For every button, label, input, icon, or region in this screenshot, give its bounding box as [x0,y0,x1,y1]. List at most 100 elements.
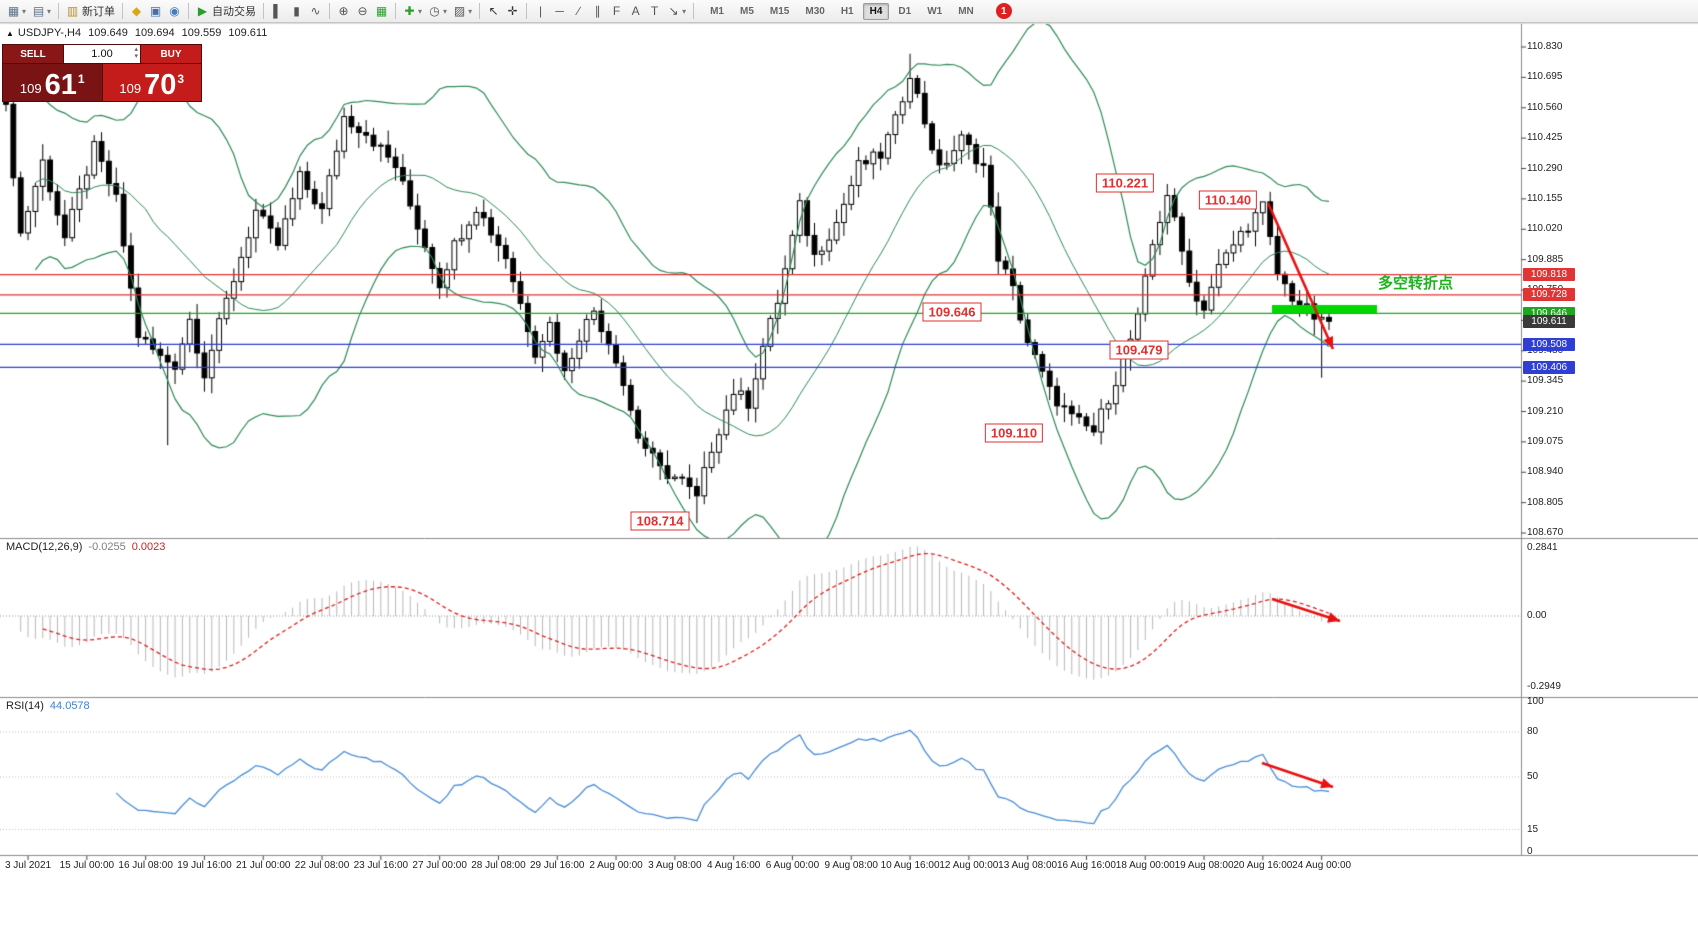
toolbar-divider [122,3,124,19]
sell-price-prefix: 109 [19,81,42,96]
volume-spinner[interactable]: ▴ ▾ [134,46,138,60]
text-icon[interactable]: A [626,2,645,21]
price-tick-label: 109.885 [1527,253,1564,265]
chevron-down-icon[interactable]: ▾ [22,6,27,16]
time-tick-label: 27 Jul 00:00 [412,860,467,871]
timeframe-w1[interactable]: W1 [927,5,943,17]
fibonacci-icon[interactable]: F [607,2,626,21]
timeframe-h4[interactable]: H4 [862,2,890,20]
timeframe-m15[interactable]: M15 [769,5,790,17]
trendline-icon-glyph: ∕ [577,4,580,18]
indicators-add-icon[interactable]: ✚ ▾ [400,2,425,21]
price-annotation: 109.110 [984,423,1044,443]
metaeditor-icon[interactable]: ◆ [127,2,146,21]
new-order-button[interactable]: ▥ 新订单 [63,2,118,21]
trendline-icon[interactable]: ∕ [569,2,588,21]
symbol-period: USDJPY-,H4 [17,27,82,39]
zoom-out-icon[interactable]: ⊖ [353,2,372,21]
metaeditor-icon-glyph: ◆ [131,4,142,18]
time-tick-label: 12 Aug 00:00 [939,860,999,871]
time-tick-label: 21 Jul 00:00 [236,860,291,871]
volume-input[interactable]: 1.00 ▴ ▾ [64,45,140,63]
periods-clock-icon-glyph: ◷ [429,4,440,18]
price-level-box: 109.406 [1523,360,1575,374]
time-tick-label: 6 Aug 00:00 [765,860,820,871]
zoom-in-icon-glyph: ⊕ [338,4,349,18]
new-chart-icon[interactable]: ▦ ▾ [4,2,29,21]
toolbar-divider [58,3,60,19]
time-tick-label: 29 Jul 16:00 [530,860,585,871]
spinner-up-icon[interactable]: ▴ [134,46,138,53]
macd-value-signal: 0.0023 [131,541,166,553]
time-tick-label: 16 Aug 16:00 [1056,860,1116,871]
chart-profiles-icon-glyph: ▤ [32,4,45,18]
price-annotation: 109.646 [922,302,982,322]
time-tick-label: 28 Jul 08:00 [471,860,526,871]
templates-icon[interactable]: ▨ ▾ [450,2,475,21]
rsi-axis-label: 50 [1527,771,1539,782]
label-icon[interactable]: T [645,2,664,21]
buy-price-button[interactable]: 109 70 3 [102,64,201,101]
macd-axis-label: 0.00 [1527,610,1547,621]
time-tick-label: 20 Aug 16:00 [1233,860,1293,871]
periods-clock-icon[interactable]: ◷ ▾ [425,2,450,21]
price-tick-label: 110.290 [1527,162,1563,174]
price-level-box: 109.818 [1523,268,1575,282]
price-level-box: 109.611 [1523,314,1575,328]
toolbar-divider [395,3,397,19]
symbol-marker-icon: ▲ [6,29,14,38]
timeframe-d1[interactable]: D1 [898,5,912,17]
timeframe-m30[interactable]: M30 [805,5,825,17]
bar-chart-style-icon-glyph: ▌ [273,4,282,18]
chart-profiles-icon[interactable]: ▤ ▾ [29,2,54,21]
timeframe-mn[interactable]: MN [958,5,974,17]
sell-button[interactable]: SELL [3,45,63,63]
navigator-icon[interactable]: ◉ [165,2,184,21]
new-chart-icon-glyph: ▦ [7,4,20,18]
chevron-down-icon[interactable]: ▾ [418,6,423,16]
spinner-down-icon[interactable]: ▾ [134,53,138,60]
time-tick-label: 18 Aug 00:00 [1115,860,1175,871]
chevron-down-icon[interactable]: ▾ [443,6,448,16]
toolbar-divider [188,3,190,19]
price-tick-label: 108.940 [1527,466,1564,478]
timeframe-bar: M1 M5 M15 M30 H1 H4 D1 W1 MN [702,2,982,20]
toolbar-divider [329,3,331,19]
rsi-header: RSI(14) 44.0578 [6,700,90,712]
chevron-down-icon[interactable]: ▾ [47,6,52,16]
tile-windows-icon[interactable]: ▦ [372,2,391,21]
price-annotation: 108.714 [630,511,690,531]
macd-value-main: -0.0255 [88,541,126,553]
price-tick-label: 109.210 [1527,405,1564,417]
price-annotation: 110.140 [1198,190,1258,210]
crosshair-icon[interactable]: ✛ [503,2,522,21]
indicators-add-icon-glyph: ✚ [404,4,415,18]
buy-button[interactable]: BUY [141,45,201,63]
bar-chart-style-icon[interactable]: ▌ [268,2,287,21]
autotrading-button[interactable]: ▶ 自动交易 [193,2,259,21]
vertical-line-icon[interactable]: | [531,2,550,21]
zoom-in-icon[interactable]: ⊕ [334,2,353,21]
line-chart-style-icon[interactable]: ∿ [306,2,325,21]
tile-windows-icon-glyph: ▦ [375,4,388,18]
volume-value: 1.00 [91,48,113,60]
channel-icon[interactable]: ∥ [588,2,607,21]
sell-price-button[interactable]: 109 61 1 [3,64,102,101]
navigator-icon-glyph: ◉ [169,4,180,18]
label-icon-glyph: T [650,4,659,18]
rsi-name: RSI(14) [6,700,44,712]
timeframe-h1[interactable]: H1 [840,5,854,17]
notification-badge[interactable]: 1 [995,3,1012,19]
chevron-down-icon[interactable]: ▾ [468,6,473,16]
horizontal-line-icon[interactable]: ─ [550,2,569,21]
chevron-down-icon[interactable]: ▾ [682,6,687,16]
timeframe-m1[interactable]: M1 [710,5,724,17]
price-tick-label: 109.075 [1527,435,1564,447]
timeframe-m5[interactable]: M5 [740,5,754,17]
market-watch-icon[interactable]: ▣ [146,2,165,21]
candlestick-style-icon[interactable]: ▮ [287,2,306,21]
cursor-icon[interactable]: ↖ [484,2,503,21]
arrows-tool-icon[interactable]: ↘ ▾ [664,2,689,21]
ohlc-close: 109.611 [228,27,268,39]
